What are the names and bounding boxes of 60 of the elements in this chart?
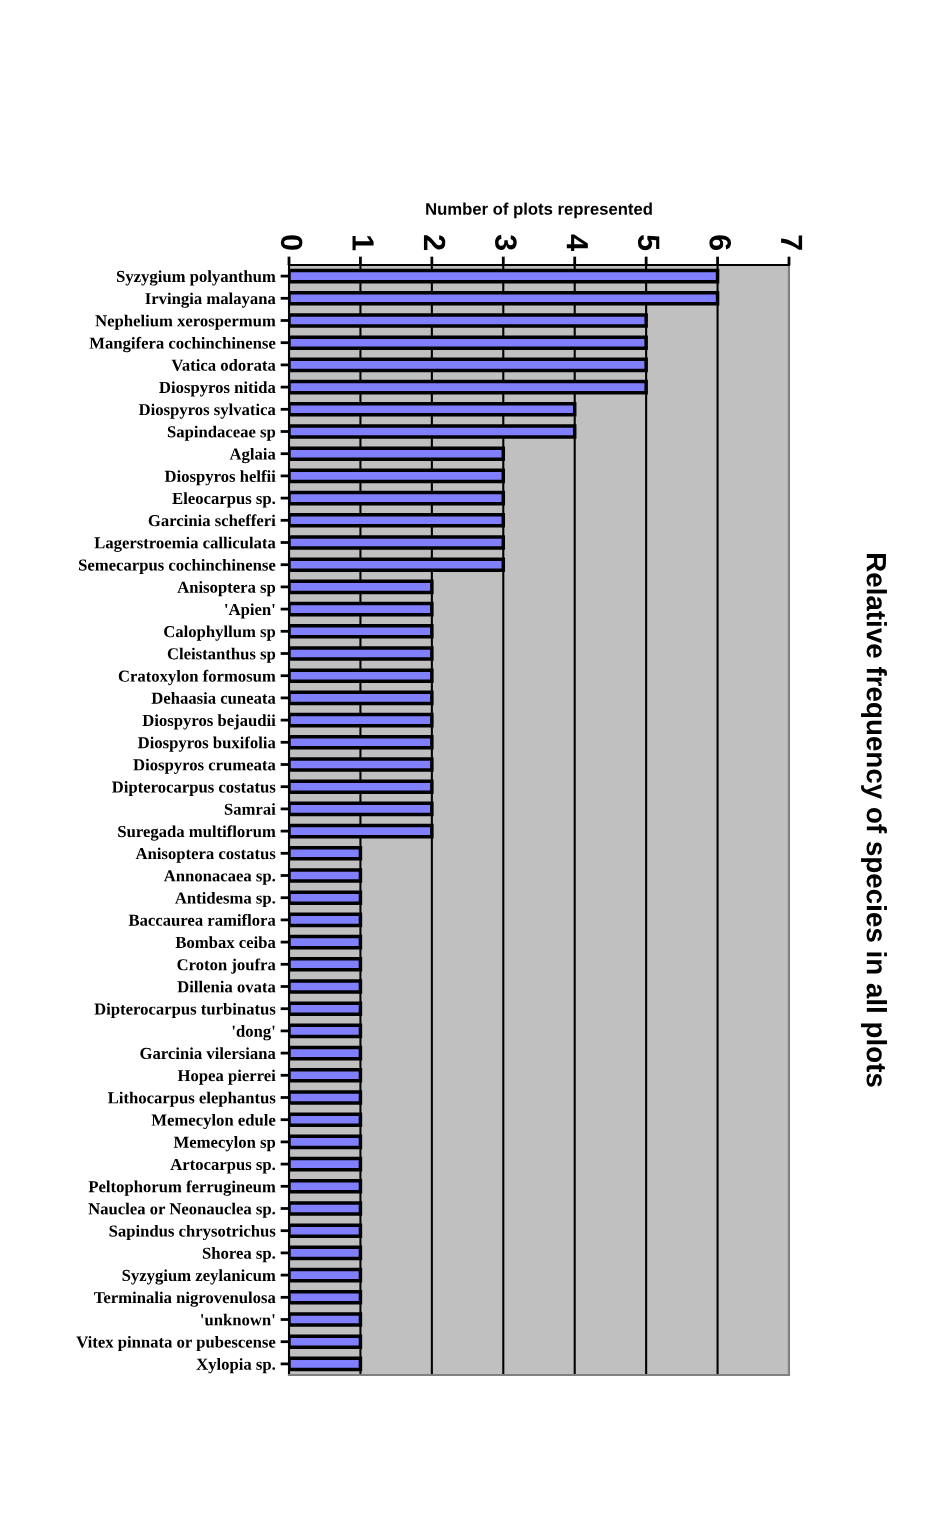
x-tick-label: 5 [637, 235, 660, 251]
x-tick-label: 1 [352, 236, 374, 251]
y-tick-label: Peltophorum ferrugineum [88, 1180, 276, 1196]
y-tick-label: Cratoxylon formosum [118, 669, 276, 686]
y-tick-label: Garcinia vilersiana [140, 1047, 276, 1060]
y-tick-label: Mangifera cochinchinense [89, 336, 276, 353]
y-tick-label: Dipterocarpus costatus [112, 780, 276, 797]
y-tick-label: Croton joufra [177, 958, 276, 974]
x-tick-label: 0 [280, 235, 303, 250]
x-axis-title: Number of plots represented [426, 202, 652, 219]
y-tick-label: Sapindaceae sp [167, 425, 276, 441]
y-tick-label: Terminalia nigrovenulosa [94, 1291, 276, 1307]
y-tick-label: Vitex pinnata or pubescense [76, 1335, 276, 1352]
y-tick-label: Artocarpus sp. [170, 1158, 276, 1174]
y-tick-label: Dehaasia cuneata [151, 692, 276, 704]
y-tick-label: Shorea sp. [202, 1247, 276, 1263]
y-tick-label: Xylopia sp. [196, 1358, 276, 1374]
y-tick-label: Diospyros sylvatica [138, 403, 276, 419]
y-tick-label: Diospyros crumeata [133, 758, 276, 774]
y-tick-label: Sapindus chrysotrichus [109, 1224, 276, 1241]
y-tick-label: Suregada multiflorum [118, 825, 276, 841]
y-tick-label: Diospyros nitida [159, 381, 276, 397]
y-tick-label: Aglaia [229, 447, 276, 464]
x-tick-label: 7 [781, 235, 803, 250]
y-tick-label: 'dong' [232, 1025, 275, 1041]
x-tick-label: 2 [423, 235, 446, 250]
y-tick-label: Semecarpus cochinchinense [79, 558, 276, 575]
y-tick-label: Nauclea or Neonauclea sp. [88, 1202, 276, 1218]
y-tick-label: 'unknown' [201, 1313, 275, 1326]
y-tick-label: Cleistanthus sp [167, 647, 276, 663]
x-tick-label: 3 [495, 234, 517, 251]
y-tick-label: Samrai [224, 803, 276, 815]
y-tick-label: Diospyros buxifolia [137, 736, 276, 752]
y-tick-label: 'Apien' [225, 603, 275, 619]
y-tick-label: Anisoptera sp [177, 581, 276, 597]
y-tick-label: Irvingia malayana [145, 292, 276, 308]
y-tick-label: Memecylon edule [151, 1113, 276, 1130]
y-tick-label: Annonacaea sp. [163, 870, 276, 885]
y-tick-label: Bombax ceiba [175, 936, 276, 949]
y-tick-label: Diospyros bejaudii [142, 714, 276, 730]
y-tick-label: Nephelium xerospermum [95, 314, 276, 330]
y-tick-label: Diospyros helfii [164, 470, 276, 486]
y-tick-label: Lithocarpus elephantus [108, 1091, 276, 1107]
y-tick-label: Dipterocarpus turbinatus [94, 1002, 276, 1019]
y-tick-label: Garcinia schefferi [148, 514, 276, 527]
y-tick-label: Baccaurea ramiflora [128, 913, 276, 926]
y-tick-label: Memecylon sp [173, 1136, 276, 1152]
text: Relative frequency of species in all plots [861, 554, 887, 1087]
y-tick-label: Syzygium polyanthum [116, 270, 276, 286]
x-tick-label: 4 [566, 234, 588, 251]
y-tick-label: Hopea pierrei [177, 1069, 276, 1085]
y-tick-label: Calophyllum sp [164, 625, 276, 641]
y-tick-label: Eleocarpus sp. [172, 492, 276, 508]
y-tick-label: Lagerstroemia calliculata [94, 536, 276, 552]
x-tick-label: 6 [709, 235, 732, 251]
y-tick-label: Dillenia ovata [177, 980, 276, 993]
y-tick-label: Syzygium zeylanicum [122, 1269, 276, 1285]
y-tick-label: Vatica odorata [171, 359, 276, 371]
y-tick-label: Anisoptera costatus [135, 847, 276, 863]
y-tick-label: Antidesma sp. [175, 891, 276, 908]
